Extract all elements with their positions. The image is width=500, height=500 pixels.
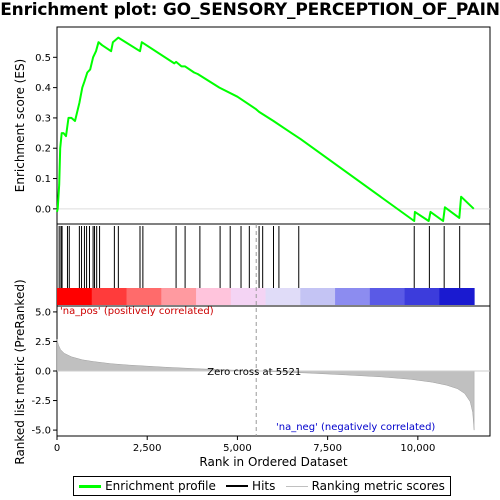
heatmap-band	[404, 288, 440, 305]
pos-correlated-label: 'na_pos' (positively correlated)	[60, 306, 214, 317]
metric-ytick-label: 2.5	[35, 337, 51, 348]
legend-swatch-hits	[226, 485, 249, 487]
heatmap-band	[230, 288, 267, 305]
xtick-label: 2,500	[133, 443, 162, 454]
heatmap-band	[265, 288, 301, 305]
metric-ytick-label: -5.0	[31, 426, 51, 437]
es-ytick-label: 0.5	[35, 53, 51, 64]
heatmap-band	[57, 288, 93, 305]
metric-ylabel: Ranked list metric (PreRanked)	[13, 279, 27, 464]
metric-ytick-label: 5.0	[35, 307, 51, 318]
legend-label-metric: Ranking metric scores	[311, 479, 445, 493]
legend-swatch-metric	[285, 485, 308, 487]
heatmap-band	[161, 288, 197, 305]
xtick-label: 7,500	[313, 443, 342, 454]
legend-label-hits: Hits	[252, 479, 276, 493]
es-ytick-label: 0.0	[35, 204, 51, 215]
heatmap-band	[369, 288, 406, 305]
es-ytick-label: 0.4	[35, 83, 51, 94]
heatmap-band	[300, 288, 336, 305]
es-ylabel: Enrichment score (ES)	[13, 59, 27, 192]
xtick-label: 5,000	[223, 443, 252, 454]
enrichment-panel-frame	[56, 26, 491, 225]
neg-correlated-label: 'na_neg' (negatively correlated)	[276, 422, 435, 433]
heatmap-band	[91, 288, 128, 305]
enrichment-profile-line	[56, 36, 475, 222]
page-title: Enrichment plot: GO_SENSORY_PERCEPTION_O…	[0, 0, 500, 20]
chart-legend: Enrichment profile Hits Ranking metric s…	[73, 476, 451, 496]
legend-item-hits: Hits	[226, 479, 275, 493]
xtick-label: 0	[54, 443, 60, 454]
es-ytick-label: 0.2	[35, 144, 51, 155]
heatmap-band	[196, 288, 232, 305]
metric-ytick-label: -2.5	[31, 396, 51, 407]
legend-item-profile: Enrichment profile	[79, 479, 216, 493]
zero-cross-label: Zero cross at 5521	[207, 367, 301, 378]
legend-swatch-profile	[79, 484, 102, 488]
es-ytick-label: 0.3	[35, 113, 51, 124]
legend-item-metric: Ranking metric scores	[285, 479, 445, 493]
x-axis-label: Rank in Ordered Dataset	[199, 455, 347, 469]
heatmap-band	[439, 288, 475, 305]
xtick-label: 10,000	[400, 443, 435, 454]
legend-label-profile: Enrichment profile	[105, 479, 216, 493]
heatmap-band	[126, 288, 162, 305]
metric-ytick-label: 0.0	[35, 367, 51, 378]
es-ytick-label: 0.1	[35, 174, 51, 185]
heatmap-band	[335, 288, 371, 305]
